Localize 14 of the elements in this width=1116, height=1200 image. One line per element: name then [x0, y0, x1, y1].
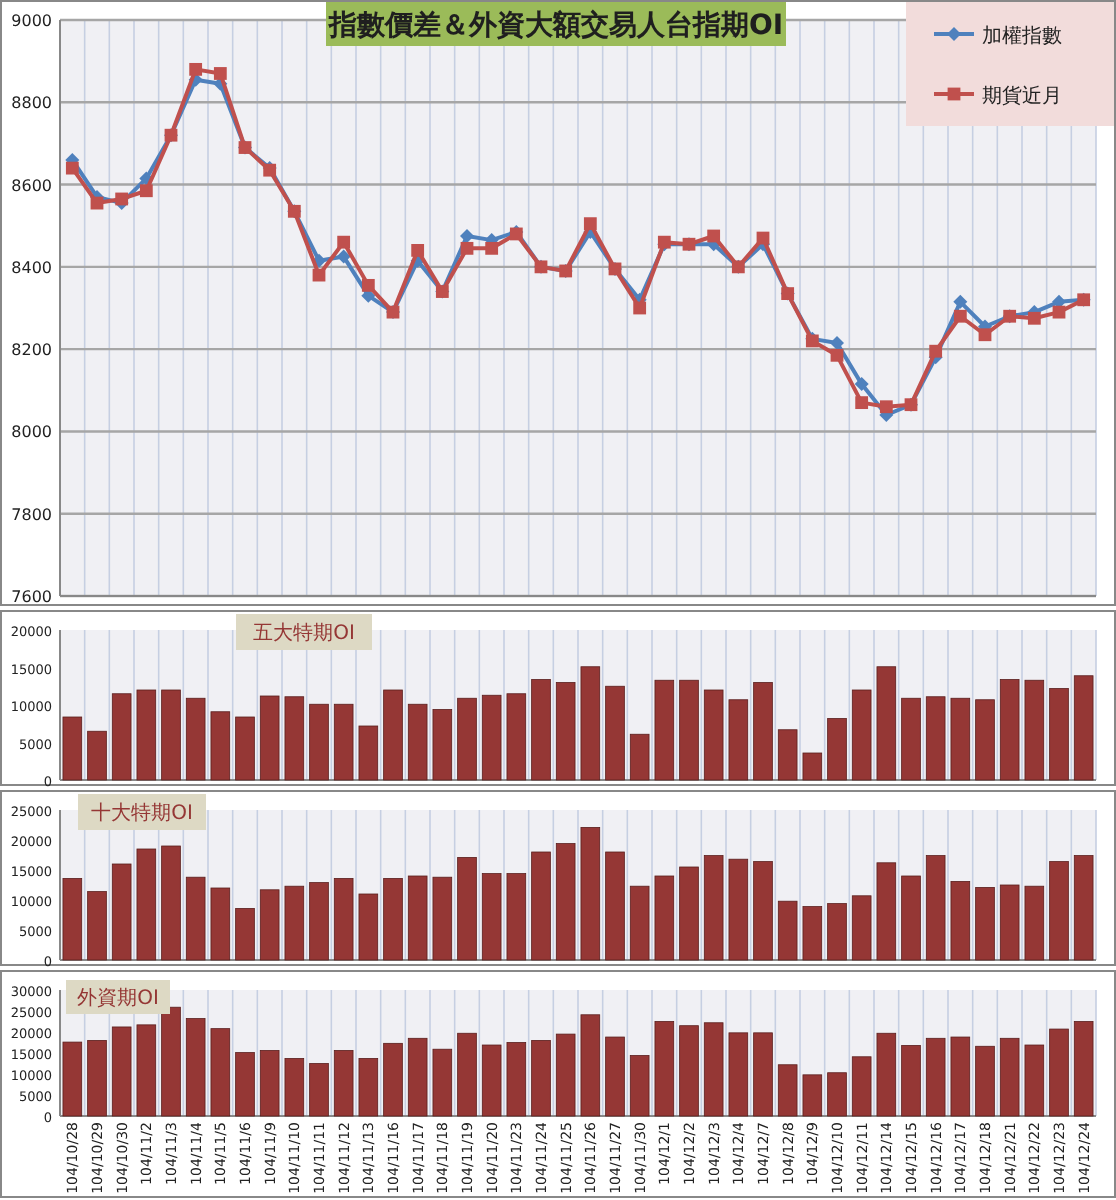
y-tick-label: 8400 — [11, 258, 52, 277]
chart-title: 指數價差＆外資大額交易人台指期OI — [326, 8, 784, 43]
y-tick-label: 8000 — [11, 423, 52, 442]
legend-label: 期貨近月 — [982, 84, 1062, 108]
y-tick-label: 7800 — [11, 505, 52, 524]
y-tick-label: 8800 — [11, 94, 52, 113]
y-tick-label: 7600 — [11, 588, 52, 606]
chart-title: 十大特期OI — [91, 801, 193, 826]
y-tick-label: 8600 — [11, 176, 52, 195]
chart-title: 外資期OI — [77, 986, 159, 1011]
y-tick-label: 8200 — [11, 341, 52, 360]
y-tick-label: 9000 — [11, 12, 52, 30]
chart-title: 五大特期OI — [253, 621, 355, 646]
legend-label: 加權指數 — [982, 24, 1062, 48]
